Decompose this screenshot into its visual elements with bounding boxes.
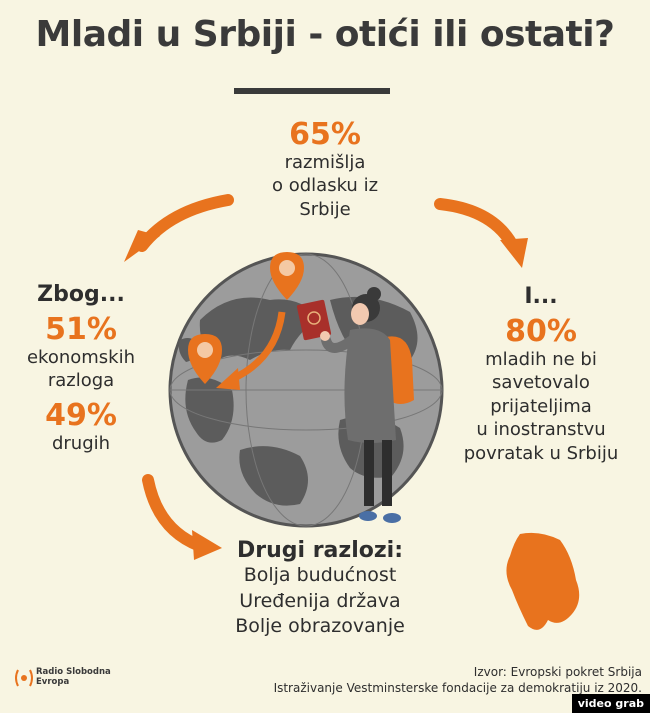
arrow-top-right-icon <box>434 198 528 268</box>
left-stat1-percent: 51% <box>45 312 117 347</box>
right-line: mladih ne bi <box>485 349 597 370</box>
logo-line: Radio Slobodna <box>36 667 111 677</box>
other-reason-item: Uređenija država <box>239 589 401 612</box>
title-underline <box>234 88 390 94</box>
traveler-figure-icon <box>320 287 414 523</box>
left-stat-block: Zbog... 51% ekonomskih razloga 49% drugi… <box>6 282 156 455</box>
page-title: Mladi u Srbiji - otići ili ostati? <box>35 14 615 55</box>
other-reasons-heading: Drugi razlozi: <box>236 538 404 563</box>
top-line: o odlasku iz <box>271 175 379 197</box>
logo-line: Evropa <box>36 676 70 687</box>
map-pin-icon <box>270 252 304 300</box>
other-reasons-block: Drugi razlozi: Bolja budućnost Uređenija… <box>220 538 420 640</box>
top-line: Srbije <box>299 198 351 220</box>
right-line: u inostranstvu <box>476 419 606 441</box>
arrow-top-left-icon <box>124 194 234 262</box>
source-line: Izvor: Evropski pokret Srbija <box>473 665 642 679</box>
right-stat-block: I... 80% mladih ne bi savetovalo prijate… <box>456 284 626 465</box>
right-line: povratak u Srbiju <box>463 442 619 464</box>
source-line: Istraživanje Vestminsterske fondacije za… <box>273 681 642 696</box>
rse-logo: Radio Slobodna Evropa <box>14 664 124 700</box>
serbia-map-icon <box>506 532 580 630</box>
right-line: savetovalo <box>492 372 590 394</box>
top-stat-block: 65% razmišlja o odlasku iz Srbije <box>230 118 420 221</box>
top-line: razmišlja <box>284 152 366 173</box>
left-stat2-percent: 49% <box>45 397 117 433</box>
arrow-bottom-left-icon <box>142 474 222 560</box>
source-note: Izvor: Evropski pokret Srbija Istraživan… <box>274 664 642 696</box>
top-percent: 65% <box>289 117 361 152</box>
video-grab-badge: video grab <box>571 694 650 713</box>
left-stat1-line: razloga <box>47 370 115 392</box>
right-percent: 80% <box>505 314 577 349</box>
right-heading: I... <box>524 284 558 309</box>
passport-icon <box>296 299 332 341</box>
left-heading: Zbog... <box>37 282 125 307</box>
map-pin-icon <box>188 334 222 384</box>
left-stat2-line: drugih <box>51 432 111 454</box>
right-line: prijateljima <box>490 395 592 417</box>
left-stat1-line: ekonomskih <box>26 347 136 368</box>
other-reason-item: Bolje obrazovanje <box>235 615 405 638</box>
rse-logo-icon <box>15 669 33 687</box>
travel-arrow-icon <box>216 311 286 390</box>
other-reason-item: Bolja budućnost <box>243 564 397 586</box>
